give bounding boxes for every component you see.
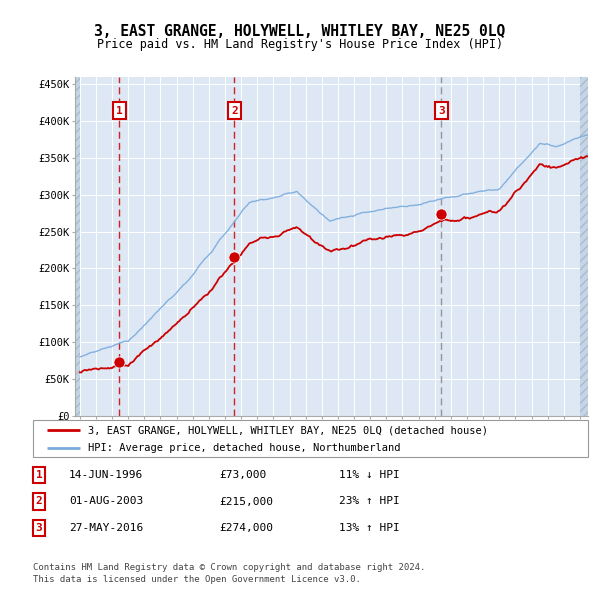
Text: 2: 2 <box>231 106 238 116</box>
Bar <box>580 77 588 416</box>
Text: £274,000: £274,000 <box>219 523 273 533</box>
Text: £215,000: £215,000 <box>219 497 273 506</box>
Text: 3, EAST GRANGE, HOLYWELL, WHITLEY BAY, NE25 0LQ: 3, EAST GRANGE, HOLYWELL, WHITLEY BAY, N… <box>94 24 506 38</box>
Text: 3, EAST GRANGE, HOLYWELL, WHITLEY BAY, NE25 0LQ (detached house): 3, EAST GRANGE, HOLYWELL, WHITLEY BAY, N… <box>89 425 488 435</box>
Text: 27-MAY-2016: 27-MAY-2016 <box>69 523 143 533</box>
Text: 3: 3 <box>35 523 43 533</box>
Text: £73,000: £73,000 <box>219 470 266 480</box>
Text: 23% ↑ HPI: 23% ↑ HPI <box>339 497 400 506</box>
Text: 13% ↑ HPI: 13% ↑ HPI <box>339 523 400 533</box>
Text: 1: 1 <box>35 470 43 480</box>
Text: Price paid vs. HM Land Registry's House Price Index (HPI): Price paid vs. HM Land Registry's House … <box>97 38 503 51</box>
Text: 3: 3 <box>438 106 445 116</box>
Text: 01-AUG-2003: 01-AUG-2003 <box>69 497 143 506</box>
Text: 14-JUN-1996: 14-JUN-1996 <box>69 470 143 480</box>
Text: Contains HM Land Registry data © Crown copyright and database right 2024.: Contains HM Land Registry data © Crown c… <box>33 563 425 572</box>
Text: 1: 1 <box>116 106 123 116</box>
Text: 2: 2 <box>35 497 43 506</box>
Text: HPI: Average price, detached house, Northumberland: HPI: Average price, detached house, Nort… <box>89 443 401 453</box>
Bar <box>75 77 80 416</box>
Text: 11% ↓ HPI: 11% ↓ HPI <box>339 470 400 480</box>
Text: This data is licensed under the Open Government Licence v3.0.: This data is licensed under the Open Gov… <box>33 575 361 584</box>
